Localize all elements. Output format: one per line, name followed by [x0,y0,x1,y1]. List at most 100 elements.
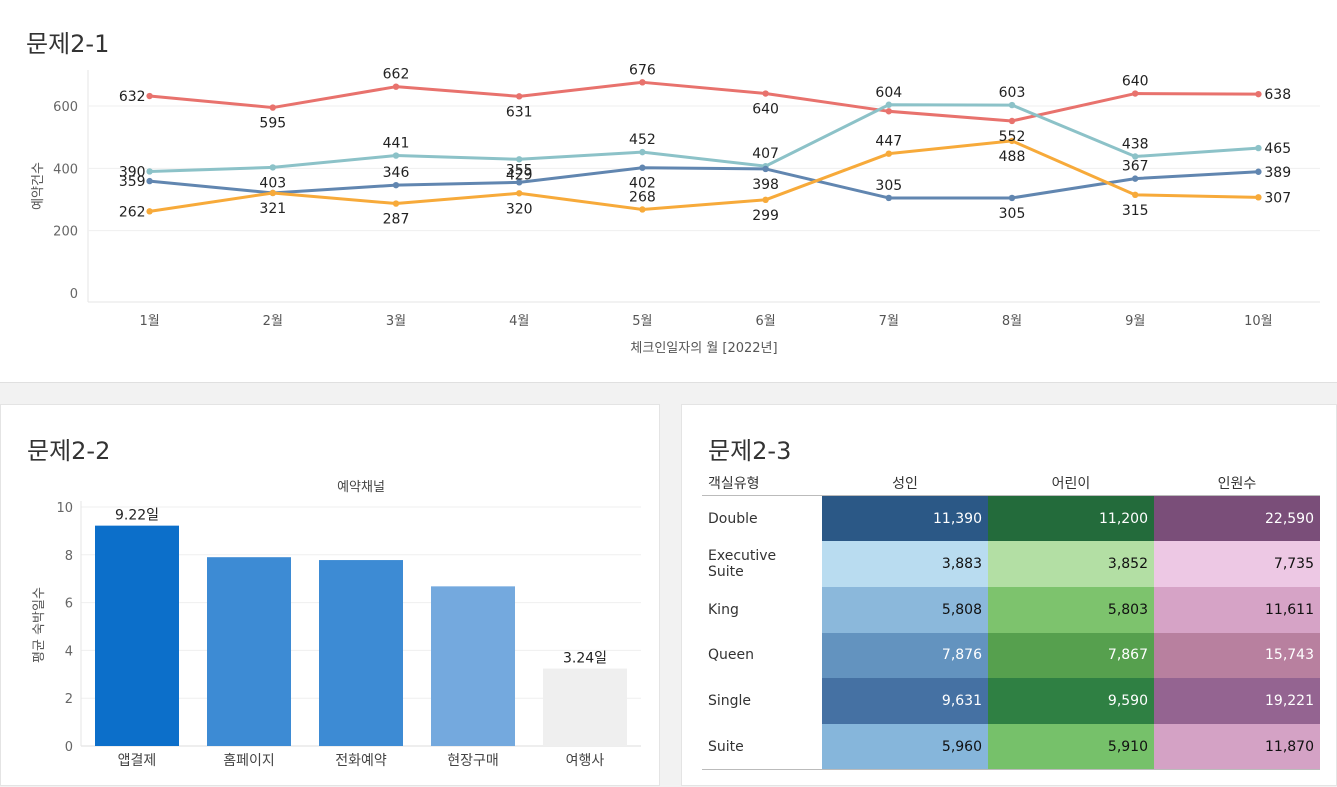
data-label: 307 [1264,190,1291,206]
data-label: 355 [506,162,533,178]
x-tick-label: 7월 [879,314,899,329]
heat-cell: 11,200 [988,495,1154,542]
x-tick-label: 2월 [263,314,283,329]
data-point [639,206,646,213]
data-label: 320 [506,201,533,217]
data-point [146,92,153,100]
data-label: 638 [1264,87,1291,103]
data-label: 441 [383,136,410,152]
row-label: Queen [708,647,754,664]
y-tick-label: 0 [65,740,73,755]
data-point [885,101,892,108]
data-label: 305 [875,178,902,194]
data-point [1008,194,1016,202]
series-line [149,139,1259,213]
series-line [149,80,1259,123]
data-label: 595 [259,116,286,132]
table-row: Double 11,390 11,200 22,590 [702,495,1320,542]
data-label: 287 [383,212,410,228]
x-tick-label: 6월 [755,314,775,329]
data-label: 9.22일 [115,508,159,524]
series-line [149,166,1259,200]
x-tick-label: 전화예약 [335,753,387,769]
y-axis-title: 예약건수 [31,162,46,210]
heat-cell: 5,960 [822,723,988,771]
data-label: 268 [629,189,656,205]
row-label: Suite [702,723,822,771]
data-point [885,108,892,115]
data-point [516,93,523,100]
y-tick-label: 0 [70,287,78,302]
data-point [516,190,523,197]
column-header-total: 인원수 [1154,471,1320,496]
data-point [392,152,400,159]
x-tick-label: 9월 [1125,314,1145,329]
row-header: 객실유형 [702,471,822,496]
data-point [392,200,400,207]
heat-cell: 9,631 [822,678,988,724]
data-label: 398 [752,177,779,193]
data-point [1255,168,1262,175]
data-label: 631 [506,104,533,120]
data-label: 402 [629,176,656,192]
data-point [516,179,523,186]
x-tick-label: 현장구매 [447,753,499,769]
heat-cell: 3,852 [988,541,1154,587]
data-point [146,177,153,185]
data-label: 676 [629,62,656,78]
data-label: 640 [1122,74,1149,90]
data-point [762,165,769,173]
data-point [1008,137,1016,145]
heat-cell: 11,870 [1154,723,1320,771]
data-label: 321 [259,201,286,217]
data-point [639,148,646,156]
y-tick-label: 400 [53,162,78,177]
heat-cell: 11,390 [822,495,988,542]
x-tick-label: 3월 [386,314,406,329]
x-tick-label: 4월 [509,314,529,329]
y-axis-title: 평균 숙박일수 [32,587,47,663]
bar [431,586,515,746]
x-tick-label: 앱결제 [118,753,157,769]
heat-cell: 5,808 [822,586,988,633]
bar [543,668,627,746]
heat-cell: 19,221 [1154,678,1320,724]
heatmap-table: 객실유형 성인 어린이 인원수 Double 11,390 11,200 22,590… [702,471,1320,771]
data-label: 438 [1122,136,1149,152]
bar-chart-panel: 문제2-2 예약채널 0 2 4 6 8 10 평균 숙박일수 9.22일 앱결제 홈페이지 전화예약… [0,404,660,786]
y-tick-label: 8 [65,549,73,564]
x-axis-title: 체크인일자의 월 [2022년] [630,341,777,356]
y-tick-label: 200 [53,225,78,240]
data-point [1008,101,1016,109]
x-tick-label: 홈페이지 [223,753,275,769]
chart2-title: 문제2-2 [27,437,111,465]
data-label: 359 [119,174,146,190]
line-chart-panel: 문제2-1 0 200 400 600 1월 2월 3월 4월 5월 6월 7월 8월 9월 10월 체크인… [0,0,1337,383]
heat-cell: 3,883 [822,541,988,587]
y-tick-label: 6 [65,597,73,612]
data-point [516,156,523,163]
data-point [1255,144,1262,152]
data-point [639,164,646,171]
bar [207,557,291,746]
heat-cell: 7,876 [822,632,988,679]
data-point [1132,90,1139,97]
row-label: Double [708,510,758,527]
data-point [1132,175,1139,182]
data-point [1132,153,1139,160]
data-point [1132,191,1139,199]
bar [95,525,179,746]
data-label: 603 [999,85,1026,101]
data-label: 403 [259,175,286,191]
data-point [885,150,892,157]
data-point [392,83,400,90]
chart3-title: 문제2-3 [708,437,792,465]
data-label: 465 [1264,141,1291,157]
data-label: 407 [752,146,779,162]
data-label: 488 [999,149,1026,165]
table-row: Suite 5,960 5,910 11,870 [702,723,1320,771]
chart1-title: 문제2-1 [26,30,110,58]
data-point [146,208,153,215]
